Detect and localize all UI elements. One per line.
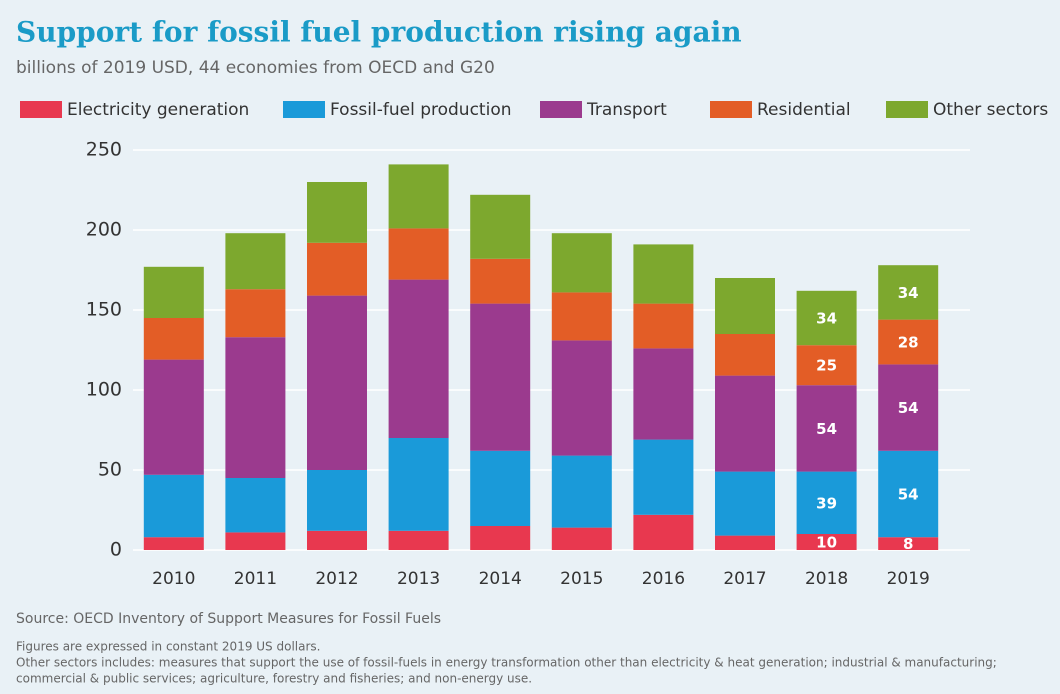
legend-swatch [20, 101, 62, 118]
bar-segment [551, 292, 612, 341]
bar-segment [143, 537, 204, 550]
data-label: 25 [816, 357, 837, 375]
bar-segment [470, 450, 531, 526]
note: commercial & public services; agricultur… [16, 672, 532, 686]
note: Figures are expressed in constant 2019 U… [16, 640, 320, 654]
bar-segment [633, 303, 694, 349]
x-tick-label: 2011 [234, 569, 277, 589]
data-label: 34 [898, 284, 919, 302]
bar-segment [715, 535, 775, 550]
bar-segment [796, 290, 857, 346]
bar-segment [715, 375, 775, 472]
data-label: 54 [816, 420, 837, 438]
bar-segment [307, 182, 367, 243]
legend-swatch [283, 101, 325, 118]
bar-segment [388, 228, 449, 280]
legend-swatch [886, 101, 928, 118]
bar-segment [307, 530, 367, 550]
bar-segment [796, 345, 857, 386]
bar-segment [225, 478, 286, 533]
bar-segment [470, 526, 531, 550]
bar-segment [225, 233, 286, 290]
x-tick-label: 2012 [315, 569, 358, 589]
legend-label: Electricity generation [67, 100, 249, 120]
bar-segment [225, 337, 286, 478]
bar-segment [715, 334, 775, 376]
source: Source: OECD Inventory of Support Measur… [16, 611, 441, 627]
bar-segment [225, 532, 286, 550]
chart-title: Support for fossil fuel production risin… [16, 16, 742, 49]
bar-segment [878, 537, 939, 550]
bar-segment [143, 474, 204, 538]
bar-segment [143, 266, 204, 318]
chart-subtitle: billions of 2019 USD, 44 economies from … [16, 58, 495, 78]
y-tick-label: 250 [86, 139, 122, 161]
bar-segment [633, 244, 694, 304]
bar-segment [307, 295, 367, 470]
legend-label: Residential [757, 100, 851, 120]
data-label: 39 [816, 494, 837, 512]
legend-swatch [710, 101, 752, 118]
y-tick-label: 100 [86, 379, 122, 401]
data-label: 28 [898, 334, 919, 352]
bar-segment [878, 319, 939, 365]
bar-segment [796, 534, 857, 550]
bar-segment [551, 527, 612, 550]
bar-segment [388, 279, 449, 438]
x-tick-label: 2016 [642, 569, 685, 589]
data-label: 8 [903, 535, 913, 553]
x-tick-label: 2015 [560, 569, 603, 589]
data-label: 10 [816, 534, 837, 552]
bar-segment [633, 514, 694, 550]
bar-segment [388, 530, 449, 550]
bar-segment [796, 385, 857, 472]
bar-segment [878, 364, 939, 451]
bar-segment [796, 471, 857, 534]
note: Other sectors includes: measures that su… [16, 656, 997, 670]
data-label: 54 [898, 486, 919, 504]
legend-label: Fossil-fuel production [330, 100, 512, 120]
bar-segment [551, 340, 612, 456]
bar-segment [878, 450, 939, 538]
bar-segment [307, 242, 367, 296]
x-tick-label: 2013 [397, 569, 440, 589]
legend-label: Other sectors [933, 100, 1048, 120]
bar-segment [470, 258, 531, 304]
bar-segment [225, 289, 286, 338]
legend-label: Transport [586, 100, 667, 120]
bar-segment [551, 455, 612, 528]
bar-segment [878, 265, 939, 320]
y-tick-label: 0 [110, 539, 122, 561]
y-tick-label: 50 [98, 459, 122, 481]
bar-segment [551, 233, 612, 293]
bar-segment [470, 303, 531, 451]
bar-segment [715, 471, 775, 536]
y-tick-label: 150 [86, 299, 122, 321]
bar-segment [307, 470, 367, 531]
bar-segment [143, 318, 204, 360]
data-label: 34 [816, 310, 837, 328]
x-tick-label: 2019 [887, 569, 930, 589]
bar-segment [715, 278, 775, 334]
bar-segment [143, 359, 204, 475]
data-label: 54 [898, 399, 919, 417]
legend-swatch [540, 101, 582, 118]
y-tick-label: 200 [86, 219, 122, 241]
bar-segment [388, 164, 449, 229]
bar-segment [470, 194, 531, 259]
bar-segment [633, 348, 694, 440]
x-tick-label: 2017 [723, 569, 766, 589]
x-tick-label: 2010 [152, 569, 195, 589]
x-tick-label: 2018 [805, 569, 848, 589]
bar-segment [388, 438, 449, 531]
x-tick-label: 2014 [479, 569, 522, 589]
bar-segment [633, 439, 694, 515]
